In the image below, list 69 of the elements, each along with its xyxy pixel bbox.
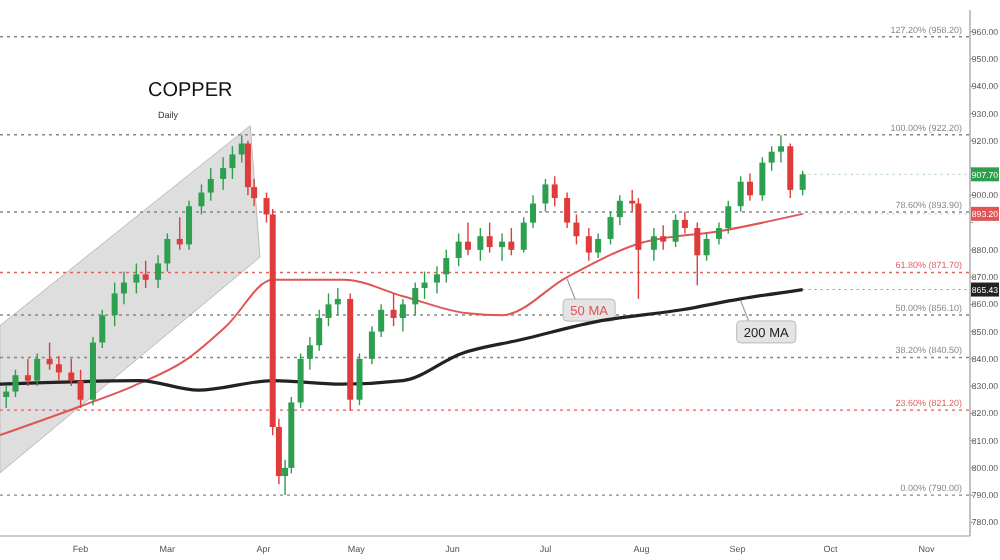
candlestick: [229, 145, 236, 180]
candlestick: [443, 249, 450, 284]
candlestick: [297, 352, 304, 409]
candlestick: [164, 232, 171, 273]
candlestick: [508, 227, 515, 256]
candlestick: [551, 175, 558, 207]
candlestick: [316, 309, 323, 352]
candlestick: [477, 227, 484, 262]
candlestick: [133, 262, 140, 295]
candlestick: [660, 224, 667, 251]
candlestick: [390, 292, 397, 327]
candlestick: [799, 170, 806, 197]
candlestick: [455, 232, 462, 267]
candlestick: [142, 260, 149, 289]
candlestick: [55, 355, 62, 382]
candlestick: [737, 175, 744, 213]
candlestick: [694, 221, 701, 286]
candlestick: [486, 221, 493, 254]
candlestick: [715, 221, 722, 246]
candlestick: [198, 183, 205, 216]
candlestick: [68, 358, 75, 387]
candlestick: [24, 358, 31, 387]
candlestick: [399, 298, 406, 333]
candlestick: [787, 142, 794, 199]
candlestick: [12, 369, 19, 398]
candlestick: [650, 227, 657, 262]
candlestick: [77, 369, 84, 409]
candlestick: [672, 213, 679, 248]
candlestick: [585, 227, 592, 262]
candlestick: [530, 194, 537, 229]
candlestick: [176, 216, 183, 251]
candlestick: [746, 172, 753, 202]
candlestick: [325, 292, 332, 327]
candlestick: [768, 145, 775, 172]
candlestick: [616, 194, 623, 227]
text: COPPER: [148, 80, 233, 102]
candlestick: [573, 213, 580, 246]
candlestick: [777, 134, 784, 164]
candlestick: [499, 232, 506, 262]
candlestick: [412, 281, 419, 316]
candlestick: [520, 216, 527, 254]
candlestick: [120, 270, 127, 306]
candlestick: [595, 232, 602, 259]
candlestick: [464, 221, 471, 256]
candlestick: [564, 191, 571, 229]
candlestick: [433, 265, 440, 295]
candlestick: [46, 341, 53, 371]
candlestick: [207, 167, 214, 202]
candlestick: [703, 232, 710, 262]
candlestick: [542, 178, 549, 213]
candlestick: [3, 385, 10, 409]
candlestick: [99, 309, 106, 349]
candlestick: [378, 303, 385, 338]
candlestick: [356, 352, 363, 406]
candlestick: [186, 200, 193, 251]
candlestick: [681, 210, 688, 235]
candlestick: [607, 210, 614, 246]
candlestick: [334, 287, 341, 316]
candlestick: [220, 156, 227, 191]
candlestick: [238, 134, 245, 164]
candlestick: [421, 270, 428, 300]
candlestick: [725, 200, 732, 235]
candlestick: [306, 336, 313, 371]
candlestick: [111, 281, 118, 327]
candlestick: [368, 325, 375, 365]
candlestick: [759, 156, 766, 202]
candlestick: [34, 352, 41, 387]
candlestick: [155, 254, 162, 289]
candlestick: [635, 197, 642, 300]
